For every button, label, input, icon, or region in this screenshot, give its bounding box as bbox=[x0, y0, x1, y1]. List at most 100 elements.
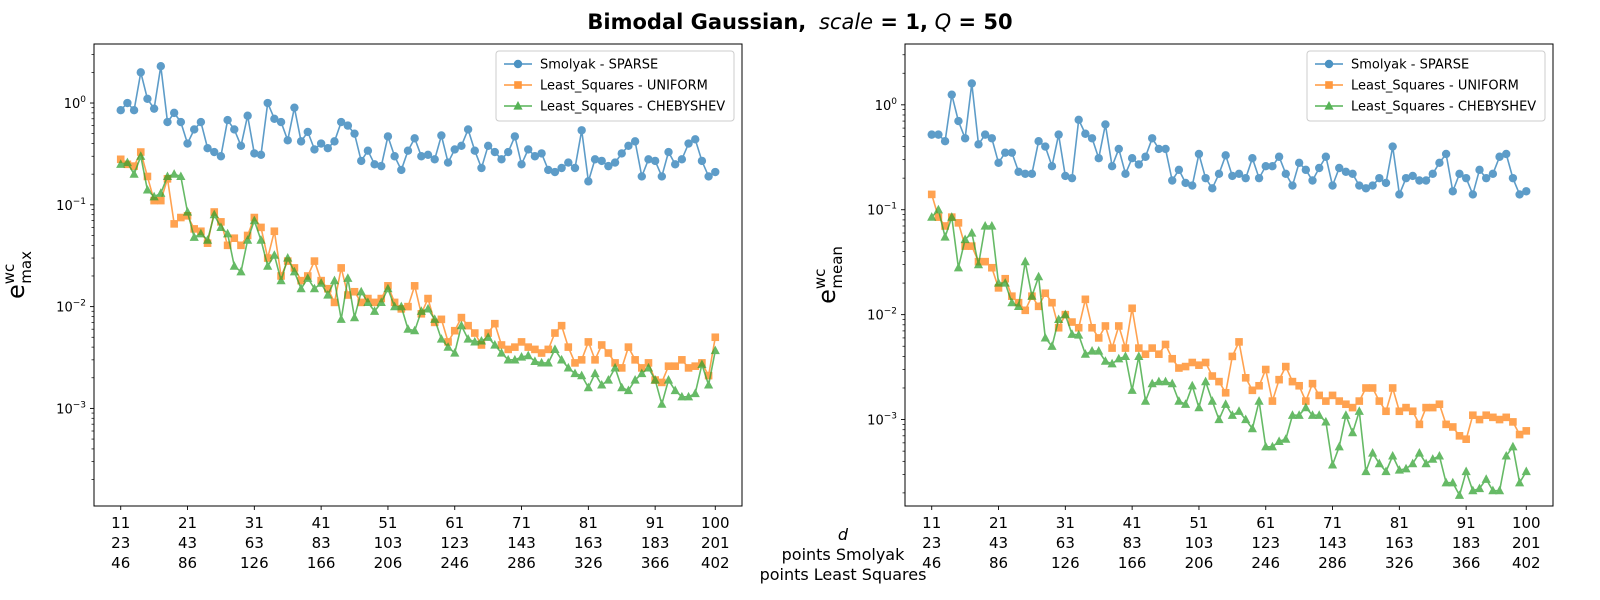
data-point bbox=[1174, 396, 1184, 405]
data-point bbox=[216, 152, 226, 161]
x-tick-label-d: 21 bbox=[989, 514, 1008, 532]
data-point bbox=[1267, 441, 1278, 451]
data-point bbox=[1268, 162, 1277, 171]
data-point bbox=[443, 158, 453, 167]
legend-entry bbox=[1315, 101, 1343, 110]
data-point bbox=[383, 132, 393, 141]
data-point bbox=[1054, 130, 1063, 139]
data-point bbox=[1175, 364, 1183, 372]
data-point bbox=[953, 262, 964, 272]
y-tick-label: 10−1 bbox=[867, 202, 897, 219]
data-point bbox=[163, 117, 172, 127]
x-tick-label-d: 41 bbox=[312, 514, 331, 532]
y-tick-base: 10 bbox=[867, 204, 884, 219]
data-point bbox=[1381, 466, 1391, 476]
x-tick-label-smolyak: 43 bbox=[989, 534, 1008, 552]
data-point bbox=[1361, 466, 1371, 476]
data-point bbox=[357, 156, 366, 166]
legend-label: Smolyak - SPARSE bbox=[1351, 58, 1469, 73]
data-point bbox=[1020, 256, 1030, 266]
data-point bbox=[1114, 353, 1124, 363]
data-point bbox=[1502, 149, 1511, 159]
data-point bbox=[927, 212, 937, 221]
x-tick-label-d: 51 bbox=[378, 514, 397, 532]
data-point bbox=[257, 223, 265, 232]
data-point bbox=[1428, 454, 1438, 463]
data-point bbox=[1361, 184, 1371, 193]
data-point bbox=[189, 232, 199, 241]
data-point bbox=[1120, 351, 1131, 360]
data-point bbox=[711, 167, 720, 177]
data-point bbox=[1388, 142, 1397, 151]
data-point bbox=[343, 121, 353, 130]
x-tick-label-smolyak: 123 bbox=[440, 534, 469, 552]
legend-entry bbox=[504, 101, 532, 110]
data-point bbox=[1047, 162, 1057, 171]
x-tick-label-d: 71 bbox=[1323, 514, 1342, 532]
data-point bbox=[1021, 306, 1030, 315]
series-2 bbox=[116, 151, 720, 408]
data-point bbox=[1381, 178, 1391, 188]
data-point bbox=[1094, 334, 1103, 342]
data-point bbox=[631, 356, 639, 364]
data-point bbox=[470, 146, 479, 155]
data-point bbox=[343, 273, 353, 282]
data-point bbox=[960, 234, 970, 244]
data-point bbox=[1181, 362, 1190, 371]
data-point bbox=[704, 172, 713, 181]
data-point bbox=[383, 283, 393, 293]
data-point bbox=[704, 371, 713, 380]
data-point bbox=[1435, 400, 1444, 409]
data-point bbox=[269, 250, 279, 259]
data-point bbox=[1294, 158, 1304, 168]
data-point bbox=[1509, 418, 1517, 426]
data-point bbox=[1274, 436, 1284, 445]
y-label-sup: wc bbox=[0, 264, 18, 285]
data-point bbox=[1248, 153, 1257, 163]
data-point bbox=[1448, 187, 1457, 196]
data-point bbox=[150, 196, 158, 205]
data-point bbox=[1368, 181, 1377, 190]
data-point bbox=[1515, 430, 1524, 439]
data-point bbox=[463, 125, 473, 134]
data-point bbox=[530, 356, 540, 365]
data-point bbox=[584, 338, 593, 346]
legend-entry bbox=[504, 81, 532, 89]
data-point bbox=[116, 159, 126, 168]
data-point bbox=[1054, 323, 1063, 332]
data-point bbox=[604, 349, 613, 357]
data-point bbox=[967, 228, 977, 237]
data-point bbox=[536, 357, 547, 367]
data-point bbox=[129, 169, 139, 178]
y-label-sup: wc bbox=[811, 269, 829, 290]
data-point bbox=[357, 298, 366, 307]
y-tick-base: 10 bbox=[867, 414, 884, 429]
data-point bbox=[1314, 410, 1324, 419]
y-tick-label: 10−2 bbox=[56, 299, 86, 316]
data-point bbox=[1147, 134, 1157, 143]
x-tick-label-smolyak: 83 bbox=[1123, 534, 1142, 552]
data-point bbox=[583, 382, 593, 392]
data-point bbox=[1462, 435, 1470, 443]
data-point bbox=[316, 278, 326, 287]
data-point bbox=[270, 227, 279, 236]
data-point bbox=[1108, 344, 1116, 352]
data-point bbox=[597, 379, 607, 389]
x-tick-label-d: 81 bbox=[579, 514, 598, 532]
data-point bbox=[1121, 344, 1130, 352]
data-point bbox=[1341, 410, 1351, 419]
data-point bbox=[1275, 375, 1283, 384]
x-tick-label-d: 71 bbox=[512, 514, 531, 532]
legend-marker bbox=[1324, 59, 1334, 69]
x-tick-label-ls: 366 bbox=[641, 554, 670, 572]
data-point bbox=[523, 350, 533, 360]
x-tick-label-smolyak: 163 bbox=[1385, 534, 1414, 552]
data-point bbox=[630, 137, 640, 146]
data-point bbox=[423, 150, 433, 159]
series-0 bbox=[116, 61, 720, 186]
data-point bbox=[1495, 415, 1504, 424]
data-point bbox=[1027, 169, 1037, 179]
data-point bbox=[1415, 176, 1424, 185]
y-tick-label: 100 bbox=[875, 97, 898, 114]
y-tick-exp: −3 bbox=[884, 412, 897, 422]
